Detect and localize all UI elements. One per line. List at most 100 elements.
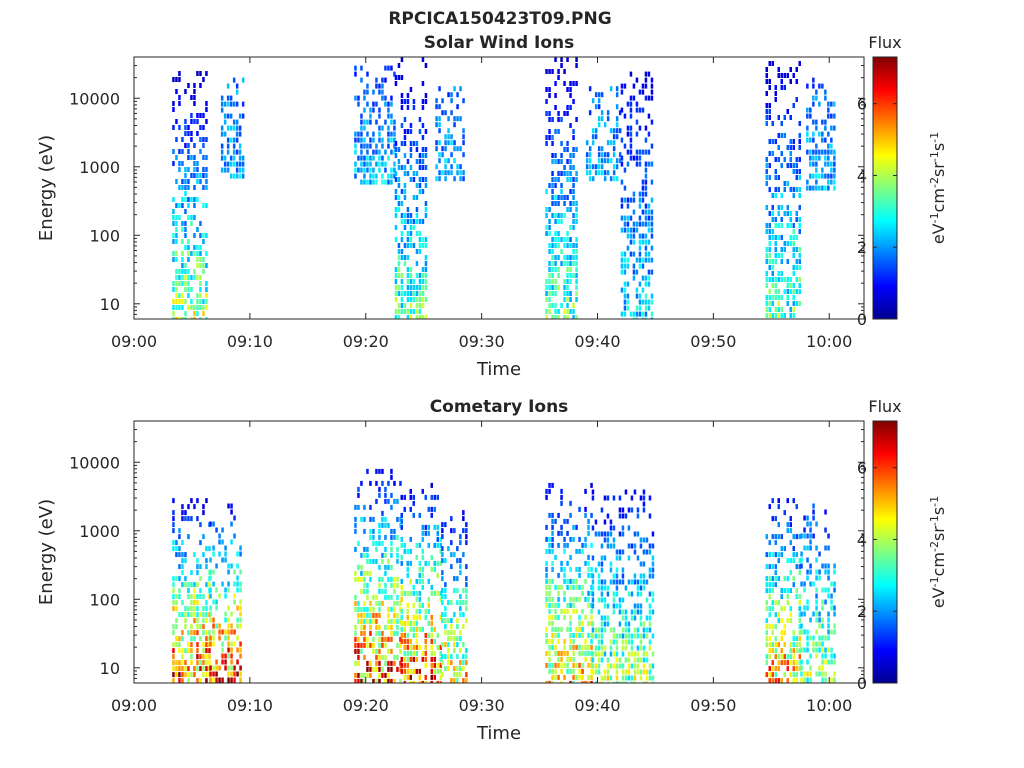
spectrogram-cell: [372, 594, 375, 600]
spectrogram-cell: [384, 95, 387, 101]
spectrogram-cell: [390, 528, 393, 534]
spectrogram-cell: [450, 516, 453, 522]
spectrogram-cell: [771, 606, 774, 612]
spectrogram-cell: [557, 213, 560, 218]
spectrogram-cell: [651, 597, 655, 603]
spectrogram-cell: [226, 143, 230, 149]
spectrogram-cell: [239, 677, 242, 683]
spectrogram-cell: [563, 147, 566, 152]
spectrogram-cell: [789, 307, 792, 312]
spectrogram-cell: [650, 209, 654, 215]
spectrogram-cell: [590, 680, 593, 683]
spectrogram-cell: [221, 677, 224, 683]
spectrogram-cell: [569, 638, 572, 644]
spectrogram-cell: [600, 531, 604, 537]
spectrogram-cell: [824, 569, 827, 575]
spectrogram-cell: [424, 237, 428, 242]
spectrogram-cell: [366, 149, 369, 155]
spectrogram-cell: [378, 564, 381, 570]
spectrogram-cell: [809, 107, 812, 113]
spectrogram-cell: [609, 519, 613, 525]
spectrogram-cell: [551, 542, 554, 548]
spectrogram-cell: [381, 654, 384, 660]
spectrogram-cell: [581, 632, 584, 638]
spectrogram-cell: [381, 516, 384, 522]
spectrogram-cell: [786, 666, 789, 672]
spectrogram-cell: [587, 680, 590, 683]
spectrogram-cell: [812, 119, 815, 125]
spectrogram-cell: [421, 650, 424, 656]
spectrogram-cell: [202, 666, 205, 672]
spectrogram-cell: [205, 107, 208, 112]
spectrogram-cell: [806, 149, 809, 155]
spectrogram-cell: [396, 498, 399, 504]
spectrogram-cell: [224, 629, 227, 635]
spectrogram-cell: [792, 307, 795, 312]
spectrogram-cell: [232, 77, 236, 83]
spectrogram-cell: [620, 227, 624, 233]
spectrogram-cell: [639, 603, 643, 609]
spectrogram-cell: [199, 137, 202, 142]
spectrogram-cell: [651, 663, 655, 669]
spectrogram-cell: [798, 642, 801, 648]
spectrogram-cell: [603, 669, 607, 675]
spectrogram-cell: [809, 527, 812, 533]
spectrogram-cell: [554, 315, 557, 319]
spectrogram-cell: [199, 588, 202, 594]
spectrogram-cell: [196, 516, 199, 522]
spectrogram-cell: [424, 255, 428, 260]
spectrogram-cell: [786, 600, 789, 606]
spectrogram-cell: [403, 255, 407, 260]
spectrogram-cell: [774, 564, 777, 570]
spectrogram-cell: [629, 137, 633, 143]
spectrogram-cell: [815, 185, 818, 191]
spectrogram-cell: [560, 249, 563, 254]
spectrogram-cell: [545, 285, 548, 290]
spectrogram-cell: [827, 617, 830, 623]
spectrogram-cell: [205, 648, 208, 654]
spectrogram-cell: [627, 669, 631, 675]
spectrogram-cell: [205, 564, 208, 570]
spectrogram-cell: [563, 237, 566, 242]
spectrogram-cell: [172, 660, 175, 666]
spectrogram-cell: [181, 275, 184, 280]
spectrogram-cell: [572, 303, 575, 308]
spectrogram-cell: [590, 656, 593, 662]
spectrogram-cell: [827, 587, 830, 593]
spectrogram-cell: [578, 668, 581, 674]
spectrogram-cell: [821, 83, 824, 89]
spectrogram-cell: [620, 137, 624, 143]
spectrogram-cell: [575, 57, 578, 62]
spectrogram-cell: [554, 632, 557, 638]
spectrogram-cell: [792, 169, 795, 174]
spectrogram-cell: [424, 644, 427, 650]
spectrogram-cell: [453, 122, 456, 128]
spectrogram-cell: [560, 183, 563, 188]
spectrogram-cell: [578, 662, 581, 668]
spectrogram-cell: [812, 611, 815, 617]
spectrogram-cell: [378, 149, 381, 155]
spectrogram-cell: [172, 624, 175, 630]
spectrogram-cell: [357, 618, 360, 624]
spectrogram-cell: [815, 617, 818, 623]
spectrogram-cell: [548, 129, 551, 134]
spectrogram-cell: [830, 101, 833, 107]
spectrogram-cell: [172, 672, 175, 678]
spectrogram-cell: [789, 223, 792, 228]
spectrogram-cell: [441, 170, 444, 176]
spectrogram-cell: [400, 237, 404, 242]
spectrogram-cell: [378, 131, 381, 137]
spectrogram-cell: [400, 57, 404, 62]
spectrogram-cell: [650, 233, 654, 239]
spectrogram-cell: [227, 653, 230, 659]
spectrogram-cell: [456, 116, 459, 122]
spectrogram-cell: [384, 546, 387, 552]
y-axis-label: Energy (eV): [36, 499, 57, 605]
spectrogram-cell: [178, 281, 181, 286]
spectrogram-cell: [363, 582, 366, 588]
spectrogram-cell: [585, 140, 589, 146]
spectrogram-cell: [387, 65, 390, 71]
spectrogram-cell: [798, 648, 801, 654]
spectrogram-cell: [430, 506, 433, 512]
spectrogram-cell: [178, 215, 181, 220]
